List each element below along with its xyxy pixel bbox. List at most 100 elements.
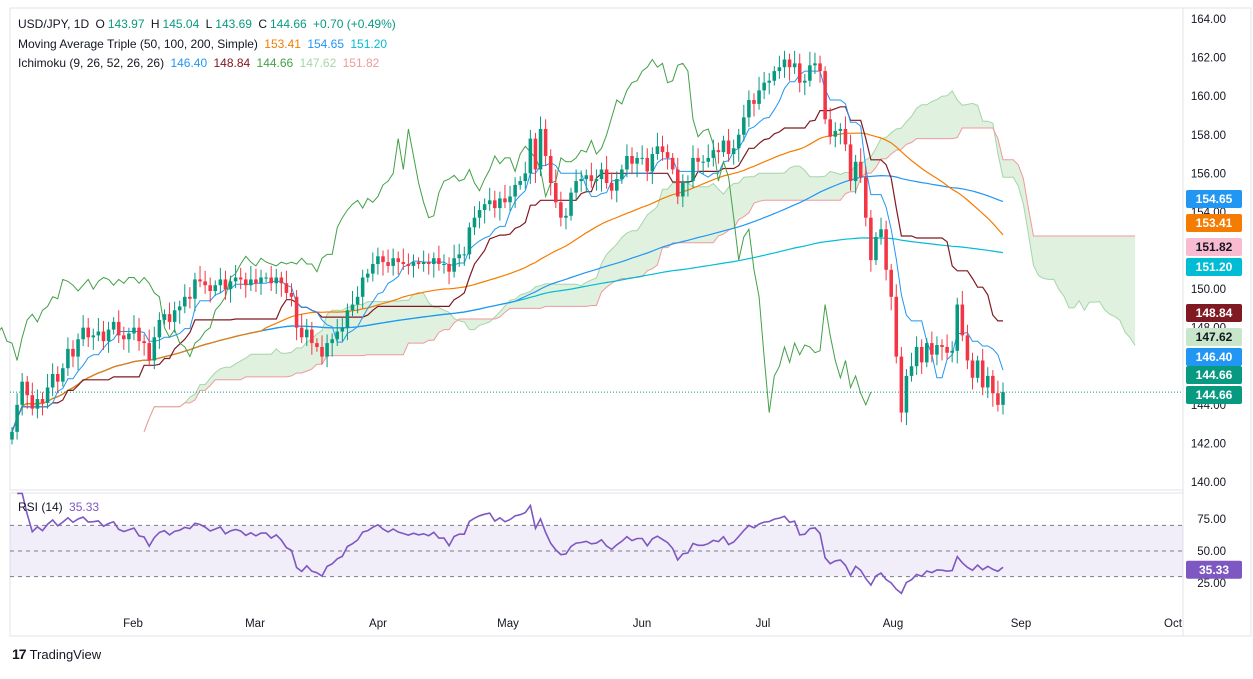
candle-body bbox=[711, 150, 716, 158]
candle-body bbox=[406, 264, 411, 266]
candle-body bbox=[752, 100, 756, 104]
span-b-value: 151.82 bbox=[342, 56, 380, 70]
price-tag: 144.66 bbox=[1186, 366, 1242, 384]
y-tick-label: 160.00 bbox=[1191, 91, 1226, 103]
kijun-sen-line bbox=[11, 106, 1003, 433]
candle-body bbox=[726, 140, 731, 155]
candle-body bbox=[15, 404, 19, 432]
candle-body bbox=[869, 217, 873, 261]
candle-body bbox=[243, 279, 248, 286]
close-label: C bbox=[258, 17, 267, 31]
candle-body bbox=[203, 281, 207, 286]
price-tag-label: 153.41 bbox=[1196, 216, 1233, 230]
candle-body bbox=[625, 155, 629, 170]
candle-body bbox=[589, 175, 594, 182]
x-tick-label: Mar bbox=[245, 618, 265, 630]
candle-body bbox=[930, 343, 934, 355]
price-tag-label: 151.20 bbox=[1196, 260, 1233, 274]
senkou-span-a-line bbox=[143, 90, 1136, 432]
candle-body bbox=[823, 71, 827, 120]
candle-body bbox=[950, 350, 954, 353]
price-tag: 153.41 bbox=[1186, 214, 1242, 232]
ichimoku-indicator-title[interactable]: Ichimoku (9, 26, 52, 26, 26) bbox=[18, 56, 165, 70]
price-tag-bg bbox=[1186, 304, 1242, 322]
candle-body bbox=[731, 148, 736, 155]
low-value: 143.69 bbox=[215, 17, 252, 31]
candle-body bbox=[635, 157, 639, 164]
candle-body bbox=[853, 161, 858, 182]
candle-body bbox=[40, 399, 45, 403]
price-tag: 154.65 bbox=[1186, 190, 1242, 208]
ma-indicator-title[interactable]: Moving Average Triple (50, 100, 200, Sim… bbox=[18, 37, 258, 51]
candle-body bbox=[559, 202, 563, 218]
x-tick-label: Sep bbox=[1011, 618, 1031, 630]
candle-body bbox=[645, 157, 650, 172]
tradingview-brand[interactable]: 17 TradingView bbox=[12, 646, 101, 662]
x-tick-label: May bbox=[497, 618, 519, 630]
candle-body bbox=[447, 264, 451, 272]
candle-body bbox=[599, 169, 604, 180]
price-tag-label: 147.62 bbox=[1196, 330, 1233, 344]
candle-body bbox=[310, 329, 314, 344]
candle-body bbox=[111, 321, 116, 330]
candle-body bbox=[376, 256, 380, 265]
y-tick-label: 156.00 bbox=[1191, 168, 1226, 180]
candle-body bbox=[518, 181, 522, 185]
candle-body bbox=[10, 431, 14, 440]
price-tag-bg bbox=[1186, 214, 1242, 232]
open-value: 143.97 bbox=[107, 17, 145, 31]
candle-body bbox=[238, 277, 243, 280]
candle-body bbox=[35, 399, 40, 409]
y-tick-label: 158.00 bbox=[1191, 130, 1226, 142]
candle-body bbox=[650, 154, 655, 172]
candle-body bbox=[655, 146, 660, 155]
candle-body bbox=[198, 279, 202, 282]
candle-body bbox=[442, 264, 446, 266]
candle-body bbox=[365, 273, 370, 278]
candle-body bbox=[330, 339, 334, 344]
rsi-tag-bg bbox=[1186, 560, 1242, 579]
candle-body bbox=[274, 277, 279, 284]
candle-body bbox=[843, 128, 848, 145]
high-label: H bbox=[150, 17, 160, 31]
candle-body bbox=[980, 360, 985, 388]
candle-body bbox=[360, 277, 365, 297]
price-tag-label: 144.66 bbox=[1196, 388, 1233, 402]
candle-body bbox=[543, 128, 548, 156]
candle-body bbox=[457, 254, 461, 259]
candle-body bbox=[508, 196, 512, 203]
x-tick-label: Aug bbox=[883, 618, 903, 630]
candle-body bbox=[554, 182, 558, 203]
candle-body bbox=[803, 80, 807, 83]
candle-body bbox=[940, 345, 944, 347]
candle-body bbox=[213, 285, 218, 292]
candle-body bbox=[991, 375, 995, 394]
candle-body bbox=[55, 373, 60, 382]
candle-body bbox=[355, 296, 360, 305]
candle-body bbox=[81, 327, 85, 340]
rsi-title[interactable]: RSI (14) bbox=[18, 500, 63, 514]
price-tag-bg bbox=[1186, 328, 1242, 346]
candle-body bbox=[487, 200, 492, 205]
candle-body bbox=[71, 348, 75, 357]
high-value: 145.04 bbox=[162, 17, 200, 31]
symbol-title[interactable]: USD/JPY, 1D bbox=[18, 17, 90, 31]
price-tag-bg bbox=[1186, 348, 1242, 366]
candle-body bbox=[742, 117, 746, 135]
candle-body bbox=[269, 277, 273, 284]
candle-body bbox=[706, 157, 711, 162]
candle-body bbox=[899, 356, 904, 413]
price-tag-bg bbox=[1186, 366, 1242, 384]
candle-body bbox=[340, 327, 345, 332]
candle-body bbox=[289, 292, 294, 297]
main-pane-border bbox=[9, 7, 1184, 491]
candle-body bbox=[401, 262, 406, 265]
low-label: L bbox=[205, 17, 213, 31]
legend-rsi: RSI (14) 35.33 bbox=[18, 499, 102, 515]
candle-body bbox=[61, 368, 65, 382]
x-tick-label: Apr bbox=[369, 618, 387, 630]
candle-body bbox=[864, 177, 868, 218]
candle-body bbox=[421, 262, 426, 265]
candle-body bbox=[482, 204, 487, 210]
